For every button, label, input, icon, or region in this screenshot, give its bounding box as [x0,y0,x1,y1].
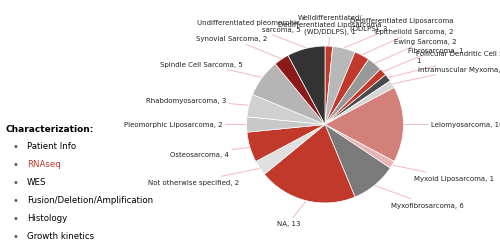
Text: Myxoid Liposarcoma, 1: Myxoid Liposarcoma, 1 [393,166,494,181]
Wedge shape [325,82,394,125]
Text: Welldifferentiated/
Dedifferentiated Liposarcoma
(WD/DDLPS), 1: Welldifferentiated/ Dedifferentiated Lip… [278,15,382,46]
Wedge shape [264,125,355,203]
Text: Spindle Cell Sarcoma, 5: Spindle Cell Sarcoma, 5 [160,62,262,78]
Wedge shape [288,47,325,125]
Text: Patient Info: Patient Info [27,141,76,150]
Text: Synovial Sarcoma, 2: Synovial Sarcoma, 2 [196,36,281,60]
Text: Pleomorphic Liposarcoma, 2: Pleomorphic Liposarcoma, 2 [124,122,246,128]
Text: •: • [12,231,18,241]
Text: Leiomyosarcoma, 10: Leiomyosarcoma, 10 [404,122,500,128]
Text: Epithelioid Sarcoma, 2: Epithelioid Sarcoma, 2 [362,29,454,56]
Text: Characterization:: Characterization: [6,125,94,134]
Text: RNAseq: RNAseq [27,159,61,168]
Text: Intramuscular Myxoma, 1: Intramuscular Myxoma, 1 [393,66,500,84]
Wedge shape [247,95,325,125]
Text: Pharmacology data: Pharmacology data [27,249,110,250]
Wedge shape [325,125,394,168]
Text: Myxofibrosarcoma, 6: Myxofibrosarcoma, 6 [376,186,464,208]
Wedge shape [325,70,386,125]
Text: Dedifferentiated Liposarcoma
(DDLPS), 3: Dedifferentiated Liposarcoma (DDLPS), 3 [344,18,454,48]
Wedge shape [325,60,380,125]
Text: •: • [12,213,18,223]
Text: Fibrosarcoma, 1: Fibrosarcoma, 1 [384,48,463,72]
Text: •: • [12,141,18,151]
Text: Growth kinetics: Growth kinetics [27,231,94,240]
Wedge shape [275,56,325,125]
Text: NA, 13: NA, 13 [276,202,306,226]
Wedge shape [325,76,390,125]
Text: Ewing Sarcoma, 2: Ewing Sarcoma, 2 [376,39,456,64]
Wedge shape [246,117,325,133]
Wedge shape [325,47,332,125]
Wedge shape [252,64,325,125]
Text: Osteosarcoma, 4: Osteosarcoma, 4 [170,148,249,157]
Wedge shape [325,53,368,125]
Text: Not otherwise specified, 2: Not otherwise specified, 2 [148,169,259,185]
Wedge shape [247,125,325,162]
Text: WES: WES [27,177,46,186]
Text: Fusion/Deletion/Amplification: Fusion/Deletion/Amplification [27,195,153,204]
Text: •: • [12,159,18,169]
Text: Histology: Histology [27,213,67,222]
Wedge shape [325,125,390,197]
Wedge shape [325,47,355,125]
Text: Rhabdomyosarcoma, 3: Rhabdomyosarcoma, 3 [146,97,248,106]
Text: •: • [12,249,18,250]
Text: Follicular Dendritic Cell Sarcoma,
1: Follicular Dendritic Cell Sarcoma, 1 [388,51,500,78]
Wedge shape [256,125,325,174]
Wedge shape [325,88,404,162]
Text: •: • [12,195,18,205]
Text: Undifferentiated pleomorphic
sarcoma, 5: Undifferentiated pleomorphic sarcoma, 5 [198,20,306,48]
Text: •: • [12,177,18,187]
